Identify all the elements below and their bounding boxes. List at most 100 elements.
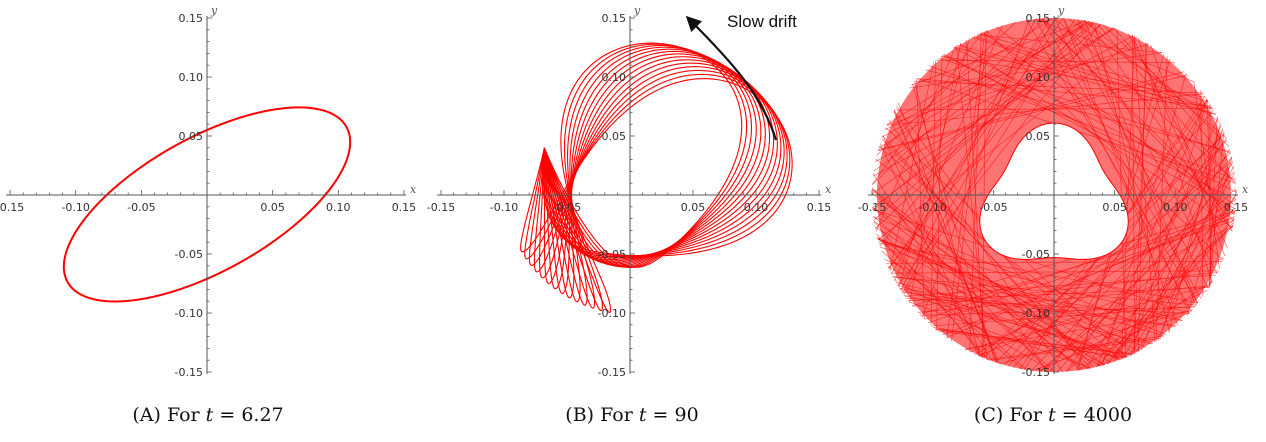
orbit-segment [881, 21, 1094, 138]
y-axis-label: y [633, 4, 641, 17]
orbit-loop [528, 69, 788, 267]
orbit-segment [1062, 18, 1209, 289]
orbit-loop [533, 66, 785, 273]
orbit-segment [1054, 17, 1190, 314]
orbit-loop [539, 62, 782, 279]
orbit-segment [872, 35, 1134, 177]
orbit-segment [872, 27, 1114, 208]
orbit-segment [893, 110, 1063, 372]
orbit-segment [895, 282, 1153, 345]
orbit-segment [879, 17, 1058, 247]
orbit-segment [903, 18, 1076, 295]
caption-a-var: t [205, 404, 214, 426]
orbit-segment [935, 329, 1133, 356]
caption-b-var: t [638, 404, 647, 426]
x-tick-label: -0.15 [427, 201, 455, 214]
orbit-segment [922, 19, 1030, 318]
x-tick-label: -0.05 [979, 201, 1007, 214]
orbit-segment [872, 32, 983, 185]
y-tick-label: 0.15 [179, 12, 204, 25]
orbit-segment [1122, 172, 1235, 360]
orbit-segment [979, 33, 1209, 103]
orbit-segment [928, 220, 1235, 324]
caption-b-eq: = 90 [652, 404, 699, 426]
orbit-segment [970, 225, 1234, 353]
orbit-segment [901, 291, 1176, 327]
y-tick-label: -0.05 [598, 248, 626, 261]
orbit-segment [1102, 24, 1230, 147]
orbit-segment [912, 271, 1218, 307]
orbit-segment [1086, 129, 1224, 370]
x-tick-label: -0.10 [61, 201, 89, 214]
orbit-segment [1200, 90, 1204, 297]
orbit-segment [971, 36, 1217, 115]
x-tick-label: 0.05 [1102, 201, 1127, 214]
orbit-loop [543, 56, 775, 290]
orbit-segment [889, 62, 935, 272]
y-tick-label: 0.10 [1026, 71, 1051, 84]
orbit-segment [898, 38, 970, 288]
orbit-segment [916, 78, 925, 320]
orbit-segment [908, 52, 1163, 89]
y-tick-label: -0.10 [175, 307, 203, 320]
orbit-segment [1157, 156, 1232, 341]
panel-b-plot: -0.15 -0.10 -0.05 0.05 0.10 0.15 0.15 0.10 0.05 -… [427, 4, 832, 379]
orbit-segment [1066, 138, 1227, 372]
x-tick-label: 0.15 [807, 201, 832, 214]
orbit-loop [543, 45, 753, 309]
panel-a-axes: -0.15 -0.10 -0.05 0.05 0.10 0.15 0.15 0.10 0.05 -… [0, 4, 417, 379]
slow-drift-arrow [685, 15, 778, 141]
y-tick-label: 0.10 [179, 71, 204, 84]
orbit-segment [1007, 152, 1231, 367]
orbit-segment [1130, 99, 1208, 356]
orbit-segment [899, 288, 1127, 358]
orbit-segment [988, 338, 1161, 361]
y-tick-label: 0.15 [602, 12, 627, 25]
orbit-loop [543, 48, 762, 303]
orbit-segment [924, 211, 1236, 320]
panel-a-plot: -0.15 -0.10 -0.05 0.05 0.10 0.15 0.15 0.10 0.05 -… [0, 4, 417, 379]
caption-b-text: For [600, 404, 633, 426]
x-tick-label: -0.15 [0, 201, 24, 214]
x-tick-label: 0.15 [392, 201, 417, 214]
orbit-loop [524, 73, 791, 260]
orbit-segment [1168, 123, 1221, 333]
orbit-loop [543, 42, 743, 313]
orbit-segment [957, 44, 1214, 110]
orbit-segment [884, 21, 1090, 131]
x-axis-label: x [410, 183, 417, 196]
caption-b: (B) For t = 90 [482, 404, 782, 426]
orbit-segment [936, 59, 1175, 64]
x-tick-label: -0.10 [490, 201, 518, 214]
slow-drift-label: Slow drift [727, 12, 797, 31]
orbit-segment [925, 69, 1231, 153]
panel-a-curves [62, 106, 352, 303]
y-tick-label: -0.15 [1022, 366, 1050, 379]
x-axis-label: x [825, 183, 832, 196]
panel-c-plot: -0.15 -0.10 -0.05 0.05 0.10 0.15 0.15 0.10 0.05 -… [858, 4, 1249, 379]
caption-c-label: (C) [973, 404, 1004, 426]
y-tick-label: 0.15 [1026, 12, 1051, 25]
orbit-segment [871, 188, 1050, 373]
caption-b-label: (B) [565, 404, 595, 426]
panel-b-axes: -0.15 -0.10 -0.05 0.05 0.10 0.15 0.15 0.10 0.05 -… [427, 4, 832, 379]
y-tick-label: -0.05 [1022, 248, 1050, 261]
orbit-loop [543, 59, 778, 285]
orbit-segment [973, 35, 1213, 109]
orbit-segment [1133, 43, 1148, 355]
orbit-segment [1101, 73, 1187, 366]
x-tick-label: -0.05 [553, 201, 581, 214]
x-axis-label: x [1242, 183, 1249, 196]
caption-a-eq: = 6.27 [219, 404, 284, 426]
orbit-segment [888, 119, 1047, 373]
orbit-loop [520, 78, 793, 257]
orbit-segment [886, 17, 1054, 125]
orbit-loop [543, 50, 766, 299]
orbit-segment [1096, 98, 1208, 368]
orbit-segment [877, 238, 1154, 344]
orbit-segment [938, 57, 1231, 154]
orbit-segment [953, 46, 1217, 115]
orbit-segment [1026, 19, 1199, 304]
orbit-segment [1131, 34, 1228, 249]
